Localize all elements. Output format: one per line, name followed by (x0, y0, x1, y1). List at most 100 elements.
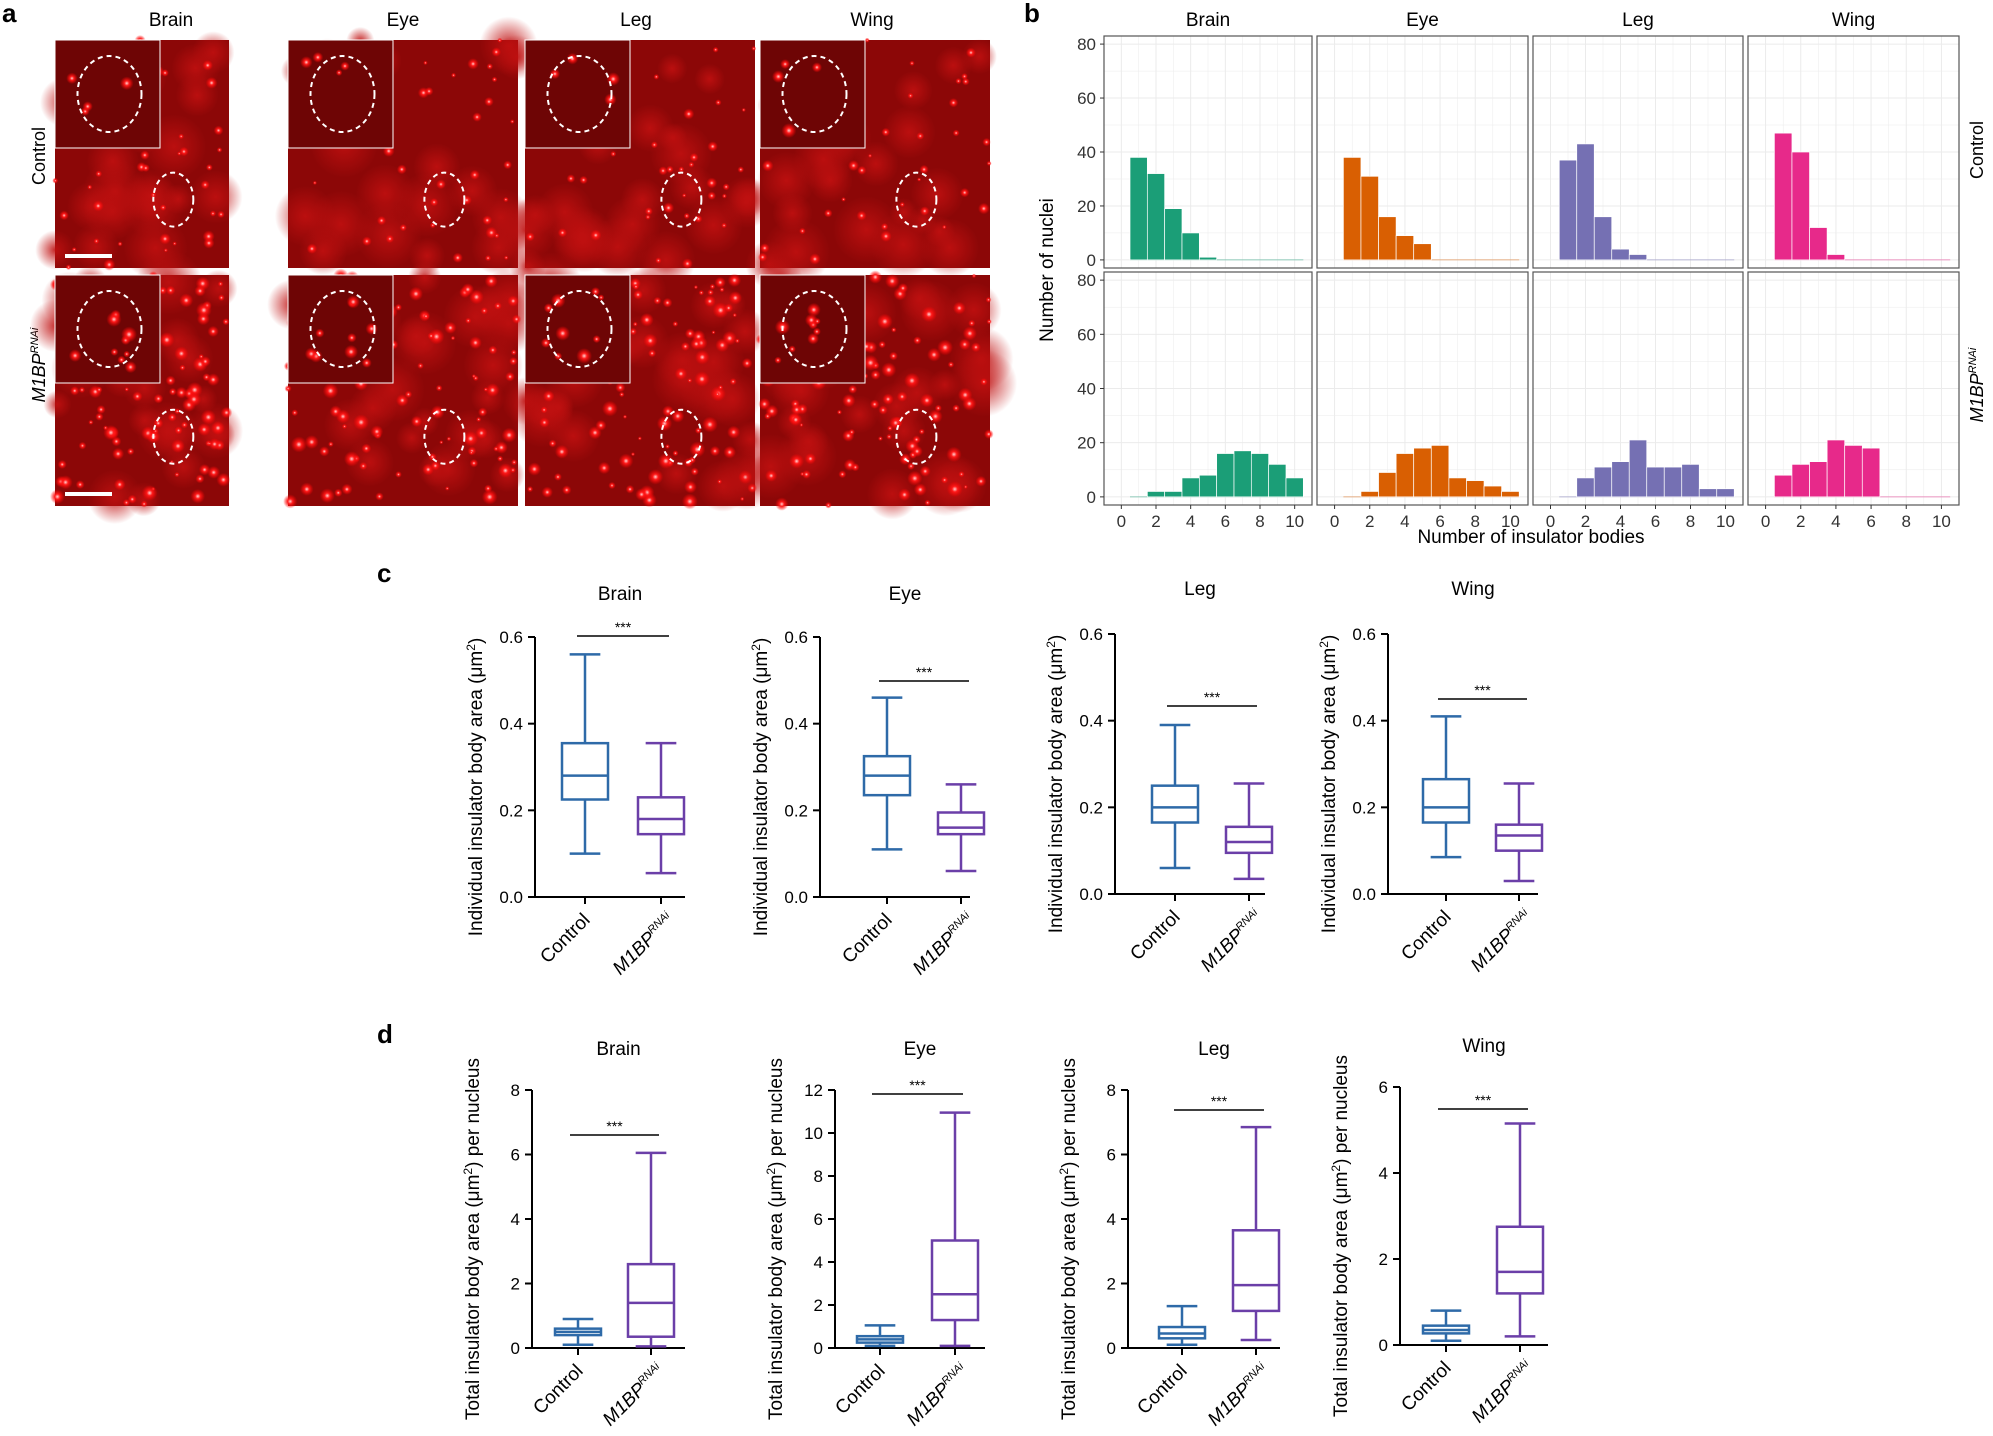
y-axis-label-part: ) per nucleus (1331, 1055, 1352, 1165)
y-tick-label: 10 (804, 1124, 823, 1143)
inset-spot (106, 311, 122, 327)
facet-border (1747, 271, 1960, 506)
insulator-spot (689, 441, 706, 458)
insulator-spot (112, 447, 125, 460)
insulator-spot (480, 307, 489, 315)
insulator-spot (952, 129, 960, 137)
histogram-bar (1413, 243, 1432, 261)
insulator-spot (202, 230, 215, 243)
x-tick-label: 0 (1117, 512, 1126, 531)
histogram-bar (1164, 491, 1183, 498)
insulator-spot (971, 273, 977, 279)
x-tick-label: 4 (1186, 512, 1195, 531)
facet-title: Wing (1832, 10, 1875, 31)
insulator-spot (290, 436, 307, 453)
insulator-spot (126, 447, 135, 456)
insulator-spot (196, 302, 212, 319)
insulator-spot (491, 76, 498, 83)
cell-blob (882, 105, 936, 159)
insulator-spot (632, 321, 638, 327)
y-axis-label-part: ) (1046, 635, 1067, 641)
inset-spot (347, 333, 357, 343)
insulator-spot (361, 443, 372, 454)
insulator-spot (469, 458, 479, 468)
insulator-spot (103, 424, 119, 441)
y-axis-label-part: ) per nucleus (463, 1058, 484, 1168)
histogram-bar (1809, 461, 1828, 498)
insulator-spot (422, 312, 430, 320)
y-tick-label: 4 (1107, 1210, 1116, 1229)
insulator-spot (427, 332, 435, 340)
inset-spot (300, 56, 313, 69)
histogram-bar (1716, 488, 1735, 498)
y-axis-label: Individual insulator body area (μm2) (464, 638, 487, 937)
insulator-spot (714, 276, 726, 289)
insulator-spot (878, 340, 886, 349)
insulator-spot (881, 127, 891, 137)
histogram-bar (1466, 480, 1485, 498)
cell-blob (392, 311, 457, 376)
inset-spot (604, 93, 617, 106)
x-tick-label-rnai: M1BPRNAi (599, 1360, 669, 1430)
facet-title: Wing (1451, 579, 1494, 600)
x-tick-label: 10 (1932, 512, 1951, 531)
insulator-spot (952, 404, 960, 412)
insulator-spot (197, 423, 211, 436)
insulator-spot (959, 187, 970, 198)
insulator-spot (177, 151, 182, 156)
x-tick-label-rnai: M1BPRNAi (1468, 1357, 1538, 1427)
insulator-spot (174, 408, 181, 415)
insulator-spot (375, 492, 384, 501)
insulator-spot (497, 455, 504, 462)
histogram-bar (1611, 248, 1630, 261)
insulator-spot (963, 484, 968, 489)
insulator-spot (864, 37, 870, 43)
y-tick-label: 0.2 (1352, 798, 1376, 817)
insulator-spot (471, 374, 476, 379)
y-tick-label: 0.6 (1079, 625, 1103, 644)
y-tick-label: 4 (1379, 1164, 1388, 1183)
insulator-spot (503, 160, 513, 170)
insulator-spot (218, 294, 225, 302)
insulator-spot (762, 160, 774, 172)
insulator-spot (399, 223, 407, 232)
insulator-spot (728, 291, 743, 305)
significance-stars: *** (615, 619, 632, 635)
insulator-spot (376, 215, 387, 226)
insulator-spot (498, 463, 513, 478)
y-axis-label-superscript: 2 (461, 1168, 475, 1175)
insulator-spot (680, 341, 690, 351)
insulator-spot (717, 384, 724, 391)
insulator-spot (588, 426, 602, 440)
insulator-spot (665, 444, 670, 449)
significance-stars: *** (909, 1077, 926, 1093)
insulator-spot (284, 385, 292, 393)
panel-label-b: b (1024, 0, 1040, 28)
insulator-spot (408, 286, 423, 301)
insulator-spot (396, 394, 409, 407)
insulator-spot (179, 364, 186, 371)
y-axis-label: Total insulator body area (μm2) per nucl… (764, 1058, 787, 1420)
insulator-spot (911, 445, 923, 457)
insulator-spot (741, 357, 753, 369)
insulator-spot (881, 362, 897, 378)
insulator-spot (729, 378, 737, 386)
insulator-spot (370, 425, 384, 438)
insulator-spot (666, 165, 674, 174)
box-iqr (936, 811, 986, 836)
insulator-spot (809, 253, 821, 265)
x-tick-label: 0 (1330, 512, 1339, 531)
insulator-spot (919, 465, 931, 477)
insulator-spot (955, 77, 962, 85)
insulator-spot (633, 289, 643, 300)
insulator-spot (465, 317, 472, 324)
inset-spot (606, 72, 620, 86)
insulator-spot (200, 356, 211, 367)
insulator-spot (95, 170, 103, 178)
insulator-spot (970, 342, 981, 353)
y-tick-label: 0.4 (1352, 712, 1376, 731)
insulator-spot (978, 202, 990, 215)
insulator-spot (701, 416, 718, 433)
insulator-spot (693, 285, 698, 290)
